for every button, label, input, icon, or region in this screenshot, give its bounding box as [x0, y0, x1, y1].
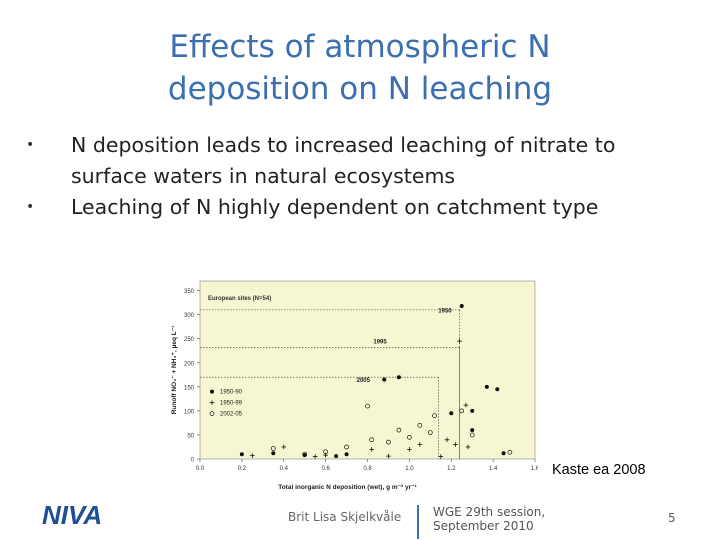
data-point-plus	[438, 454, 444, 459]
bullet-text: N deposition leads to increased leaching…	[71, 133, 616, 188]
page-number: 5	[668, 511, 676, 525]
y-tick-label: 250	[184, 337, 195, 343]
plot-area	[199, 280, 536, 460]
data-point-open	[302, 451, 308, 457]
y-axis-label: Runoff NO₃⁻ + NH₄⁺, µeq L⁻¹	[171, 326, 178, 415]
data-point-filled	[210, 389, 214, 394]
x-tick-label: 1.2	[447, 466, 456, 472]
citation: Kaste ea 2008	[552, 462, 646, 478]
legend-label: 1950-90	[220, 390, 243, 396]
bullet-dot-icon: •	[26, 199, 35, 215]
y-tick-label: 350	[184, 289, 195, 295]
y-tick-label: 0	[191, 458, 195, 464]
slide-title: Effects of atmospheric N deposition on N…	[60, 26, 660, 110]
data-point-open	[396, 427, 402, 433]
y-tick-label: 50	[187, 433, 194, 439]
data-point-plus	[281, 444, 287, 450]
data-point-plus	[369, 447, 374, 452]
x-tick-label: 1.6	[531, 466, 538, 472]
niva-logo: NIVA	[40, 500, 126, 534]
data-point-filled	[501, 451, 506, 456]
data-point-open	[469, 432, 475, 438]
annotation-label: 2005	[357, 378, 371, 384]
session-info: WGE 29th session, September 2010	[433, 505, 545, 533]
data-point-filled	[334, 454, 339, 459]
x-tick-label: 0.8	[363, 466, 372, 472]
data-point-filled	[449, 411, 454, 416]
data-point-open	[507, 449, 513, 455]
bullet-text: Leaching of N highly dependent on catchm…	[71, 195, 599, 219]
session-line-1: WGE 29th session,	[433, 505, 546, 519]
data-point-open	[344, 444, 349, 450]
data-point-plus	[465, 444, 471, 450]
data-point-filled	[470, 408, 475, 413]
legend-label: 2002-05	[220, 412, 243, 418]
data-point-open	[323, 449, 328, 455]
footer-divider	[417, 505, 419, 539]
data-point-plus	[463, 402, 469, 408]
leaching-chart: 0 50 100 150 200 250 300 350 0.0 0.2 0.4 0.6 0.8 1.0 1…	[158, 271, 540, 498]
data-point-filled	[239, 452, 244, 457]
data-point-filled	[382, 377, 387, 382]
x-tick-label: 1.0	[405, 466, 414, 472]
author-name: Brit Lisa Skjelkvåle	[288, 510, 402, 524]
annotation-label: 1950	[438, 308, 452, 314]
x-axis-label: Total inorganic N deposition (wet), g m⁻…	[278, 484, 417, 491]
x-tick-label: 0.6	[321, 466, 330, 472]
y-tick-label: 200	[184, 361, 195, 367]
data-point-plus	[386, 453, 391, 459]
data-point-open	[427, 430, 433, 435]
legend-label: 1950-99	[220, 401, 243, 407]
data-point-plus	[250, 453, 255, 458]
data-point-plus	[444, 437, 450, 443]
data-point-filled	[396, 375, 401, 380]
data-point-plus	[417, 442, 423, 447]
annotation-label: 1995	[373, 340, 387, 346]
y-tick-label: 150	[184, 385, 195, 391]
logo-text: NIVA	[42, 500, 102, 530]
x-tick-label: 0.2	[238, 466, 247, 472]
bullet-item: • Leaching of N highly dependent on catch…	[26, 192, 696, 223]
data-point-open	[432, 413, 437, 419]
data-point-filled	[271, 451, 276, 456]
inset-label: European sites (N=54)	[208, 296, 271, 302]
bullet-list: • N deposition leads to increased leachin…	[26, 130, 696, 223]
data-point-filled	[495, 387, 500, 392]
x-tick-label: 1.4	[489, 466, 498, 472]
y-tick-label: 100	[184, 409, 195, 415]
data-point-plus	[312, 454, 318, 459]
title-line-1: Effects of atmospheric N	[169, 29, 551, 65]
data-point-plus	[407, 447, 412, 452]
data-point-open	[407, 435, 412, 440]
data-point-plus	[457, 338, 462, 344]
data-point-plus	[453, 442, 458, 447]
bullet-dot-icon: •	[26, 137, 35, 153]
data-point-plus	[209, 400, 215, 405]
data-point-filled	[459, 304, 464, 309]
data-point-open	[417, 422, 423, 428]
x-tick-label: 0.4	[280, 466, 289, 472]
data-point-filled	[344, 452, 349, 457]
chart-svg: 0 50 100 150 200 250 300 350 0.0 0.2 0.4 0.6 0.8 1.0 1…	[158, 271, 540, 498]
bullet-item: • N deposition leads to increased leachin…	[26, 130, 696, 192]
x-tick-label: 0.0	[196, 466, 205, 472]
data-point-open	[459, 408, 465, 414]
data-point-filled	[470, 428, 475, 433]
data-point-open	[270, 446, 276, 451]
data-point-open	[209, 411, 215, 416]
niva-logo-icon: NIVA	[42, 500, 102, 530]
y-tick-label: 300	[184, 313, 195, 319]
session-line-2: September 2010	[433, 519, 534, 533]
data-point-open	[386, 439, 391, 445]
data-point-open	[369, 437, 375, 443]
data-point-filled	[484, 384, 489, 389]
data-point-open	[365, 403, 370, 409]
title-line-2: deposition on N leaching	[167, 71, 553, 107]
